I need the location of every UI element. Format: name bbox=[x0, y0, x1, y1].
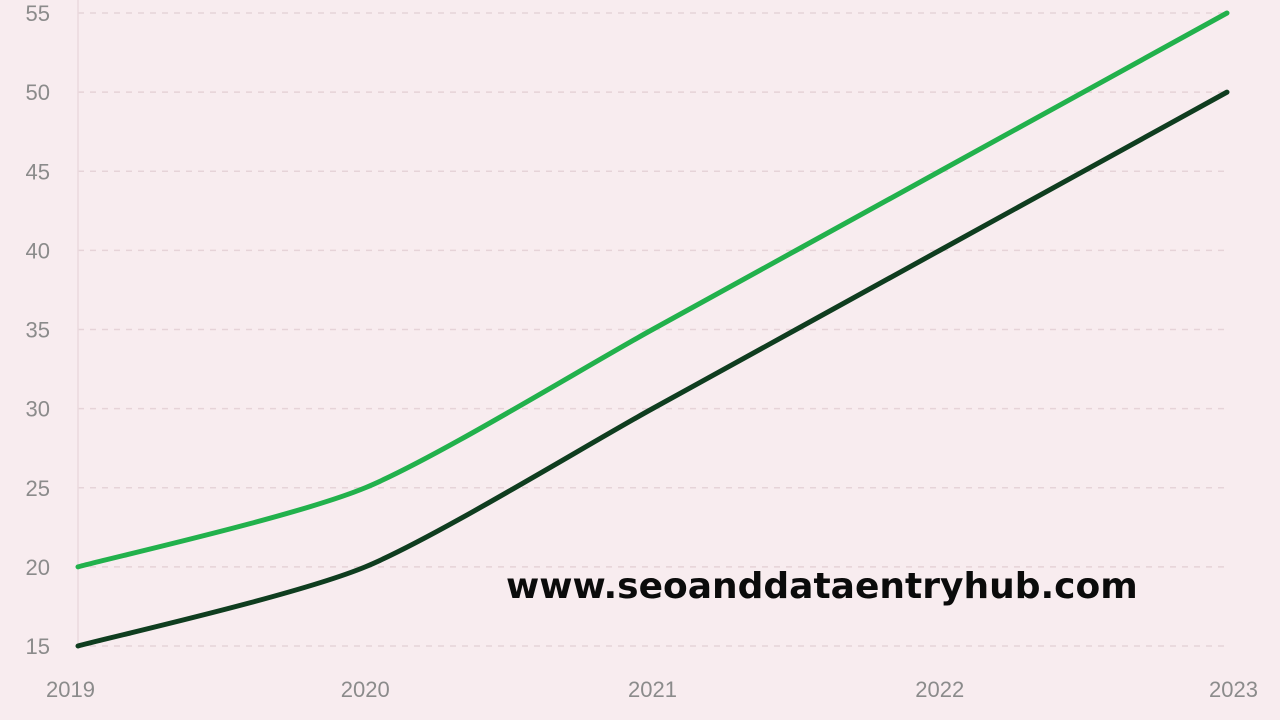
series-layer bbox=[75, 10, 1230, 649]
y-tick-label: 15 bbox=[26, 634, 50, 659]
y-tick-label: 50 bbox=[26, 80, 50, 105]
y-tick-label: 25 bbox=[26, 476, 50, 501]
y-tick-label: 35 bbox=[26, 318, 50, 343]
watermark-text: www.seoanddataentryhub.com bbox=[506, 566, 1138, 607]
x-tick-label: 2023 bbox=[1209, 677, 1258, 702]
y-tick-label: 55 bbox=[26, 1, 50, 26]
series-line-1 bbox=[75, 10, 1230, 570]
y-tick-label: 45 bbox=[26, 159, 50, 184]
y-tick-label: 20 bbox=[26, 555, 50, 580]
x-tick-label: 2022 bbox=[915, 677, 964, 702]
series-line-2 bbox=[75, 89, 1230, 649]
x-tick-label: 2019 bbox=[46, 677, 95, 702]
x-tick-label: 2020 bbox=[341, 677, 390, 702]
tick-label-layer: 15 20 25 30 35 40 45 50 55 2019 2020 2021 2022 2023 bbox=[26, 1, 1258, 702]
y-tick-label: 30 bbox=[26, 397, 50, 422]
x-tick-label: 2021 bbox=[628, 677, 677, 702]
y-tick-label: 40 bbox=[26, 238, 50, 263]
